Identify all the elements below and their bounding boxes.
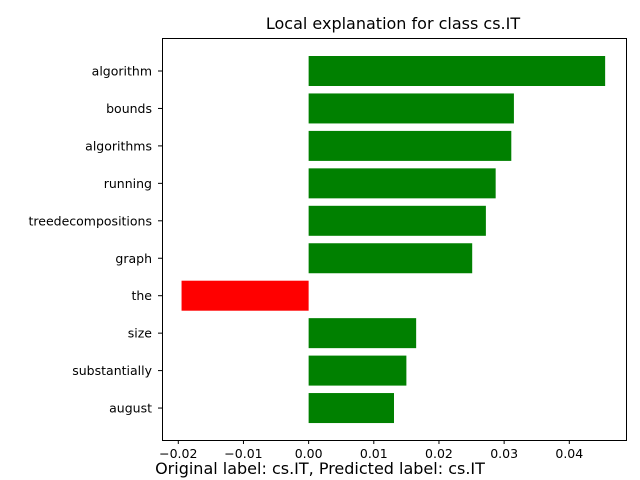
x-tick-label: −0.01: [224, 446, 262, 461]
y-tick-label: the: [131, 288, 152, 303]
bar-size: [308, 318, 417, 349]
y-axis-ticks: algorithm bounds algorithms running treedeco…: [29, 64, 162, 416]
x-axis-ticks: −0.02 −0.01 0.00 0.01 0.02 0.03 0.04: [159, 440, 583, 461]
bar-the: [181, 280, 309, 311]
bar-graph: [308, 243, 473, 274]
bar-algorithms: [308, 130, 512, 161]
bars-group: [181, 56, 606, 424]
bar-algorithm: [308, 56, 606, 86]
prediction-caption: Original label: cs.IT, Predicted label: …: [155, 459, 485, 478]
bar-running: [308, 168, 496, 199]
y-tick-label: substantially: [72, 363, 152, 378]
y-tick-label: treedecompositions: [29, 213, 153, 228]
bar-treedecompositions: [308, 205, 486, 236]
y-tick-label: running: [104, 176, 152, 191]
y-tick-label: august: [109, 401, 152, 416]
chart-title: Local explanation for class cs.IT: [266, 14, 521, 33]
x-tick-label: 0.02: [425, 446, 453, 461]
plot-frame: [162, 38, 627, 441]
y-tick-label: algorithms: [85, 138, 152, 153]
x-tick-label: 0.04: [555, 446, 583, 461]
y-tick-label: size: [128, 326, 153, 341]
x-tick-label: −0.02: [159, 446, 197, 461]
y-tick-label: graph: [115, 251, 152, 266]
y-tick-label: algorithm: [92, 64, 152, 79]
bar-bounds: [308, 93, 514, 124]
bar-august: [308, 393, 394, 424]
x-tick-label: 0.01: [360, 446, 388, 461]
x-tick-label: 0.03: [490, 446, 518, 461]
x-tick-label: 0.00: [295, 446, 323, 461]
bar-substantially: [308, 355, 407, 386]
y-tick-label: bounds: [106, 101, 152, 116]
